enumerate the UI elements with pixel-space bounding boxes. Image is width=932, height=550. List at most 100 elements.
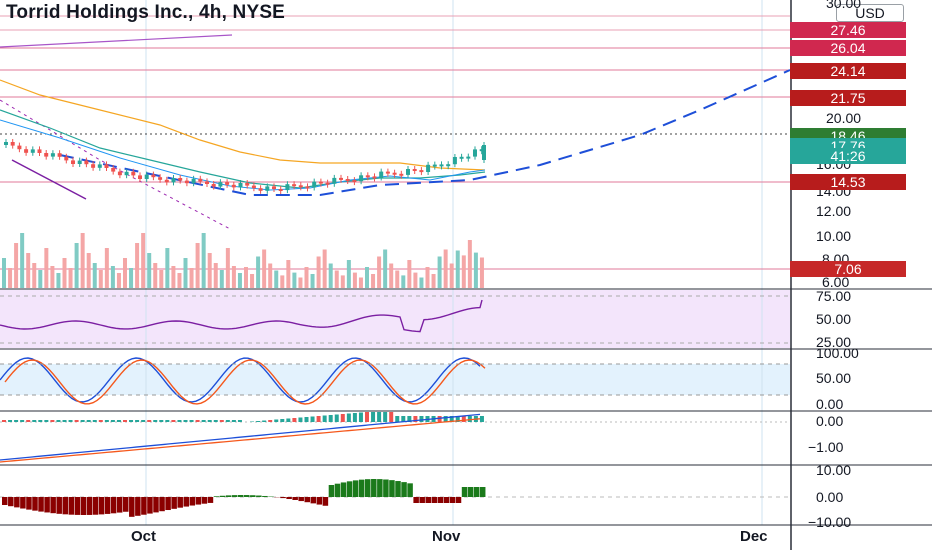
macd-histogram-bar <box>298 417 303 422</box>
candle-body <box>379 171 384 178</box>
osc-histogram-bar <box>14 497 20 508</box>
macd-histogram-bar <box>195 420 200 422</box>
candle-body <box>77 160 82 164</box>
volume-bar <box>8 268 13 288</box>
osc-histogram-bar <box>159 497 165 512</box>
osc-histogram-bar <box>147 497 153 514</box>
candle-body <box>84 160 89 165</box>
candle-body <box>439 164 444 167</box>
osc-histogram-bar <box>419 497 425 503</box>
osc-histogram-bar <box>86 497 93 515</box>
osc-histogram-bar <box>44 497 50 513</box>
candle-body <box>131 171 136 176</box>
macd-histogram-bar <box>437 416 442 422</box>
macd-histogram-bar <box>183 420 188 422</box>
volume-bar <box>225 248 230 288</box>
x-label-dec: Dec <box>740 528 768 545</box>
macd-histogram-bar <box>352 413 357 422</box>
candle-body <box>272 186 276 189</box>
candle-body <box>385 171 390 174</box>
macd-signal-line <box>0 418 481 463</box>
candle-body <box>191 178 196 184</box>
volume-bar <box>159 270 164 288</box>
volume-bar <box>62 258 67 288</box>
candle-body <box>231 184 236 188</box>
volume-bar <box>298 277 303 288</box>
candle-body <box>312 181 317 188</box>
osc-tick: 0.00 <box>816 489 844 505</box>
macd-histogram-bar <box>20 420 25 422</box>
macd-histogram-bar <box>98 420 103 422</box>
macd-histogram-bar <box>316 416 321 422</box>
osc-histogram-bar <box>479 487 486 497</box>
candle-body <box>50 153 55 157</box>
osc-histogram-bar <box>304 497 310 503</box>
candle-body <box>97 164 102 168</box>
macd-tick: 0.00 <box>816 413 844 429</box>
macd-histogram-bar <box>92 420 97 422</box>
osc-histogram-bar <box>237 495 244 497</box>
volume-bar <box>352 272 357 288</box>
macd-histogram-bar <box>153 420 158 422</box>
candle-body <box>412 169 417 171</box>
price-tick: 12.00 <box>816 203 852 219</box>
candle-body <box>318 181 323 184</box>
macd-histogram-bar <box>455 416 460 422</box>
price-tick: 6.00 <box>822 274 850 290</box>
candle-body <box>158 177 163 180</box>
osc-histogram-bar <box>213 496 220 497</box>
volume-bar <box>165 248 170 288</box>
volume-bar <box>473 252 478 288</box>
macd-histogram-bar <box>80 420 85 422</box>
macd-histogram-bar <box>322 415 327 422</box>
osc-histogram-bar <box>310 497 317 504</box>
osc-histogram-bar <box>340 482 347 497</box>
osc-histogram-bar <box>365 479 371 497</box>
price-tick: 10.00 <box>816 228 852 244</box>
volume-bar <box>340 275 345 288</box>
candle-body <box>37 149 42 153</box>
volume-bar <box>237 273 242 288</box>
volume-bar <box>20 233 25 288</box>
candle-body <box>399 173 404 176</box>
osc-tick: 10.00 <box>816 462 852 478</box>
macd-histogram-bar <box>44 420 49 422</box>
candle-body <box>184 180 189 184</box>
macd-histogram-bar <box>135 420 140 422</box>
price-tag: 24.14 <box>790 63 906 79</box>
candle-body <box>298 185 303 188</box>
volume-bar <box>365 267 369 288</box>
candle-body <box>372 176 377 179</box>
candle-body <box>117 171 122 176</box>
macd-histogram-bar <box>395 416 400 422</box>
candle-body <box>64 156 69 161</box>
volume-bar <box>2 258 6 288</box>
osc-histogram-bar <box>322 497 329 506</box>
macd-histogram-bar <box>340 414 345 422</box>
candle-body <box>473 149 477 157</box>
volume-bar <box>129 268 134 288</box>
macd-histogram-bar <box>189 420 194 422</box>
osc-histogram-bar <box>443 497 450 503</box>
candle-body <box>406 169 410 175</box>
volume-bar <box>50 266 55 288</box>
macd-histogram-bar <box>467 416 472 422</box>
candle-body <box>198 178 203 182</box>
candle-body <box>258 188 263 191</box>
osc-histogram-bar <box>389 480 395 497</box>
candle-body <box>44 153 49 157</box>
stoch-d-line <box>4 359 486 405</box>
macd-histogram-bar <box>147 420 152 422</box>
osc-histogram-bar <box>68 497 75 515</box>
volume-bar <box>371 274 376 288</box>
volume-bar <box>26 253 31 288</box>
volume-bar <box>455 250 460 288</box>
currency-button[interactable]: USD <box>836 4 904 22</box>
price-tag: 27.46 <box>790 22 906 38</box>
candle-body <box>251 185 256 189</box>
volume-bar <box>467 240 472 288</box>
osc-histogram-bar <box>56 497 62 514</box>
candle-body <box>71 160 75 164</box>
osc-histogram-bar <box>98 497 105 515</box>
